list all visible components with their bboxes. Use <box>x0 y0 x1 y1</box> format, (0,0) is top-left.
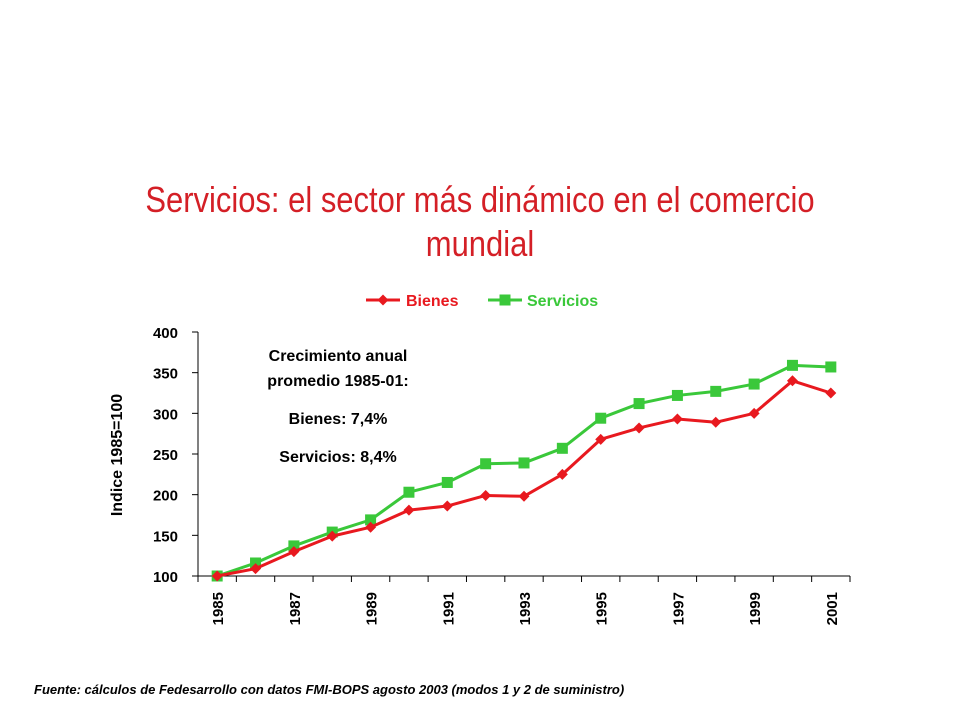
data-point-servicios <box>748 378 760 390</box>
data-point-servicios <box>403 486 415 498</box>
data-point-servicios <box>710 385 722 397</box>
annotation-line-3: Bienes: 7,4% <box>289 411 388 428</box>
data-point-bienes <box>748 407 760 419</box>
data-point-bienes <box>595 433 607 445</box>
data-point-bienes <box>403 504 415 516</box>
y-tick-label: 100 <box>153 569 178 586</box>
annotation-line-4: Servicios: 8,4% <box>279 449 396 466</box>
growth-annotation: Crecimiento anual promedio 1985-01: Bien… <box>267 348 408 466</box>
data-point-bienes <box>786 375 798 387</box>
chart-axes: 100 150 200 250 300 350 400 1985 1987 1989 1991 199… <box>109 325 851 625</box>
data-point-bienes <box>441 500 453 512</box>
x-tick-label: 1993 <box>517 592 534 625</box>
x-tick-label: 2001 <box>824 592 841 625</box>
annotation-line-2: promedio 1985-01: <box>267 373 408 390</box>
x-tick-label: 1995 <box>594 592 611 625</box>
y-tick-label: 200 <box>153 488 178 505</box>
data-point-servicios <box>556 442 568 454</box>
data-point-bienes <box>288 546 300 558</box>
x-tick-label: 1997 <box>670 592 687 625</box>
data-point-bienes <box>365 521 377 533</box>
y-tick-label: 350 <box>153 366 178 383</box>
data-point-servicios <box>671 389 683 401</box>
legend-label-bienes: Bienes <box>406 293 459 310</box>
chart-series <box>211 359 837 582</box>
y-axis-title: Indice 1985=100 <box>109 394 126 516</box>
data-point-servicios <box>250 557 262 569</box>
data-point-servicios <box>786 359 798 371</box>
source-footnote: Fuente: cálculos de Fedesarrollo con dat… <box>34 682 625 697</box>
data-point-bienes <box>633 422 645 434</box>
data-point-servicios <box>441 476 453 488</box>
y-tick-label: 400 <box>153 325 178 342</box>
data-point-bienes <box>671 413 683 425</box>
legend-marker-servicios <box>499 294 511 306</box>
data-point-bienes <box>326 530 338 542</box>
x-tick-label: 1999 <box>747 592 764 625</box>
data-point-bienes <box>480 489 492 501</box>
data-point-servicios <box>480 458 492 470</box>
page-title: Servicios: el sector más dinámico en el … <box>145 179 815 264</box>
data-point-servicios <box>288 540 300 552</box>
data-point-servicios <box>595 412 607 424</box>
data-point-bienes <box>825 387 837 399</box>
chart-legend: Bienes Servicios <box>366 293 598 310</box>
data-point-servicios <box>518 457 530 469</box>
data-point-servicios <box>365 514 377 526</box>
y-tick-label: 300 <box>153 406 178 423</box>
data-point-servicios <box>825 361 837 373</box>
x-tick-label: 1989 <box>364 592 381 625</box>
legend-label-servicios: Servicios <box>527 293 598 310</box>
data-point-bienes <box>211 570 223 582</box>
x-tick-label: 1991 <box>440 592 457 625</box>
y-tick-label: 250 <box>153 447 178 464</box>
data-point-bienes <box>518 490 530 502</box>
legend-marker-bienes <box>377 294 389 306</box>
data-point-servicios <box>633 398 645 410</box>
annotation-line-1: Crecimiento anual <box>269 348 408 365</box>
data-point-bienes <box>710 416 722 428</box>
x-tick-label: 1987 <box>287 592 304 625</box>
x-tick-label: 1985 <box>210 592 227 625</box>
data-point-bienes <box>556 468 568 480</box>
data-point-bienes <box>250 563 262 575</box>
y-tick-label: 150 <box>153 528 178 545</box>
